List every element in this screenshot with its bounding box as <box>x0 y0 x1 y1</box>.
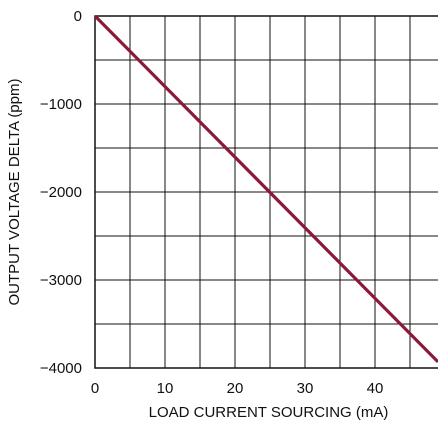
x-tick-label: 40 <box>367 380 384 397</box>
y-tick-label: −4000 <box>40 360 82 377</box>
y-axis-title: OUTPUT VOLTAGE DELTA (ppm) <box>6 79 23 306</box>
y-tick-label: 0 <box>74 8 82 25</box>
x-tick-label: 10 <box>157 380 174 397</box>
series-line-0 <box>93 14 438 363</box>
x-tick-labels: 0 10 20 30 40 <box>91 380 384 397</box>
y-tick-label: −1000 <box>40 96 82 113</box>
y-tick-labels: 0 −1000 −2000 −3000 −4000 <box>40 8 82 377</box>
series-group <box>93 14 438 363</box>
x-tick-label: 30 <box>297 380 314 397</box>
y-tick-label: −3000 <box>40 272 82 289</box>
y-tick-label: −2000 <box>40 184 82 201</box>
x-tick-label: 0 <box>91 380 99 397</box>
x-axis-title: LOAD CURRENT SOURCING (mA) <box>149 404 389 421</box>
plot-frame <box>94 15 438 369</box>
x-tick-label: 20 <box>227 380 244 397</box>
